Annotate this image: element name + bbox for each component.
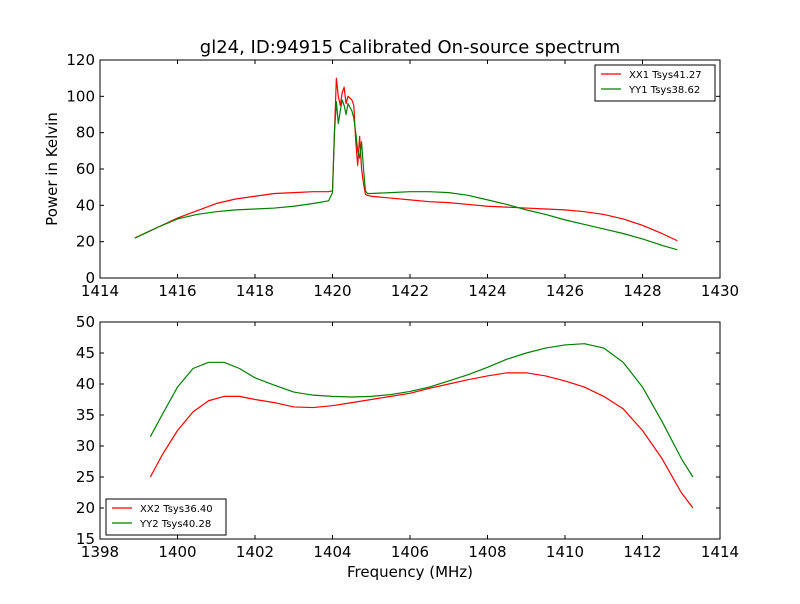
y-tick-label: 25 [76, 468, 95, 486]
x-tick-label: 1398 [81, 543, 119, 561]
series-line-1-0 [149, 372, 694, 509]
y-tick-label: 120 [66, 51, 95, 69]
y-tick-label: 80 [76, 124, 95, 142]
y-tick-label: 0 [85, 269, 95, 287]
y-tick-label: 40 [76, 196, 95, 214]
y-tick-label: 100 [66, 87, 95, 105]
y-tick-label: 15 [76, 530, 95, 548]
y-tick-label: 35 [76, 406, 95, 424]
x-tick-label: 1418 [236, 282, 274, 300]
legend-box [105, 498, 227, 536]
legend: XX2 Tsys36.40 YY2 Tsys40.28 [105, 498, 227, 536]
series-line-0-0 [134, 77, 678, 242]
x-tick-label: 1424 [468, 282, 506, 300]
x-tick-label: 1406 [391, 543, 429, 561]
x-tick-label: 1430 [701, 282, 739, 300]
x-tick-label: 1410 [546, 543, 584, 561]
x-tick-label: 1426 [546, 282, 584, 300]
legend-box [594, 64, 716, 102]
y-tick-label: 40 [76, 375, 95, 393]
chart-title: gl24, ID:94915 Calibrated On-source spec… [200, 37, 620, 58]
y-tick-label: 50 [76, 313, 95, 331]
series-line-1-1 [149, 343, 694, 478]
y-tick-label: 20 [76, 233, 95, 251]
top-plot: 1414 1416 1418 1420 1422 1424 1426 1428 1430 0 20 4… [43, 51, 739, 300]
y-tick-label: 45 [76, 344, 95, 362]
y-axis-label: Power in Kelvin [43, 112, 61, 226]
x-tick-label: 1408 [468, 543, 506, 561]
x-tick-label: 1414 [81, 282, 119, 300]
x-tick-label: 1428 [623, 282, 661, 300]
x-tick-label: 1404 [313, 543, 351, 561]
y-tick-label: 60 [76, 160, 95, 178]
x-tick-label: 1414 [701, 543, 739, 561]
x-tick-label: 1420 [313, 282, 351, 300]
x-tick-label: 1422 [391, 282, 429, 300]
x-tick-label: 1402 [236, 543, 274, 561]
legend-label: YY2 Tsys40.28 [139, 519, 211, 530]
legend-label: XX1 Tsys41.27 [629, 70, 702, 81]
x-tick-label: 1416 [158, 282, 196, 300]
legend: XX1 Tsys41.27 YY1 Tsys38.62 [594, 64, 716, 102]
bottom-plot: 1398 1400 1402 1404 1406 1408 1410 1412 1414 15 20… [76, 313, 739, 581]
x-tick-label: 1412 [623, 543, 661, 561]
legend-label: XX2 Tsys36.40 [140, 504, 213, 515]
series-line-0-1 [134, 99, 678, 251]
x-tick-label: 1400 [158, 543, 196, 561]
y-tick-label: 20 [76, 499, 95, 517]
legend-label: YY1 Tsys38.62 [628, 85, 700, 96]
y-tick-label: 30 [76, 437, 95, 455]
x-axis-label: Frequency (MHz) [347, 563, 473, 581]
